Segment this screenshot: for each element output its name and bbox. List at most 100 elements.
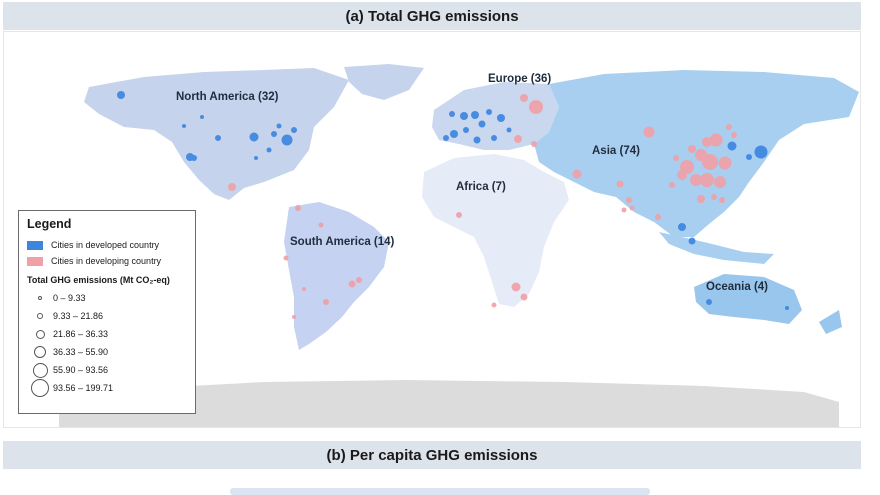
panel-a-title: (a) Total GHG emissions — [3, 2, 861, 30]
city-marker — [302, 287, 306, 291]
city-marker — [709, 133, 723, 147]
city-marker — [228, 183, 236, 191]
region-oceania — [694, 274, 842, 334]
city-marker — [471, 111, 479, 119]
city-marker — [726, 124, 732, 130]
city-marker — [491, 302, 497, 308]
region-label-asia: Asia (74) — [592, 145, 640, 157]
city-marker — [497, 114, 505, 122]
city-marker — [276, 123, 282, 129]
legend-category-developed: Cities in developed country — [27, 237, 187, 253]
city-marker — [700, 173, 714, 187]
legend-size-label: 21.86 – 36.33 — [53, 329, 109, 339]
city-marker — [295, 205, 301, 211]
legend-size-classes: 0 – 9.33 9.33 – 21.86 21.86 – 36.33 36.33 –… — [27, 289, 187, 397]
legend-size-title: Total GHG emissions (Mt CO₂-eq) — [27, 275, 170, 285]
city-marker — [491, 135, 497, 141]
city-marker — [690, 174, 702, 186]
city-marker — [271, 131, 277, 137]
city-marker — [731, 132, 737, 138]
city-marker — [719, 197, 725, 203]
legend: Legend Cities in developed country Citie… — [18, 210, 196, 414]
legend-size-row: 21.86 – 36.33 — [27, 325, 187, 343]
city-marker — [688, 145, 696, 153]
city-marker — [711, 194, 717, 200]
legend-size-row: 9.33 – 21.86 — [27, 307, 187, 325]
city-marker — [460, 112, 468, 120]
map-canvas: North America (32) Europe (36) Asia (74)… — [59, 64, 859, 427]
city-marker — [520, 293, 528, 301]
city-marker — [450, 130, 458, 138]
legend-size-label: 0 – 9.33 — [53, 293, 86, 303]
city-marker — [718, 156, 732, 170]
developing-city-markers — [228, 94, 737, 319]
city-marker — [669, 182, 675, 188]
legend-category-label: Cities in developed country — [51, 240, 160, 250]
legend-size-label: 9.33 – 21.86 — [53, 311, 104, 321]
legend-size-circle — [37, 313, 43, 319]
legend-category-developing: Cities in developing country — [27, 253, 187, 269]
city-marker — [688, 237, 696, 245]
legend-size-circle — [32, 362, 48, 378]
legend-size-label: 93.56 – 199.71 — [53, 383, 114, 393]
legend-swatch-developed — [27, 240, 43, 250]
legend-size-circle — [38, 296, 42, 300]
city-marker — [443, 135, 449, 141]
city-marker — [456, 212, 462, 218]
city-marker — [291, 127, 297, 133]
region-label-south-america: South America (14) — [290, 236, 395, 248]
city-marker — [463, 127, 469, 133]
city-marker — [348, 280, 356, 288]
city-marker — [486, 109, 492, 115]
city-marker — [283, 255, 289, 261]
legend-size-row: 55.90 – 93.56 — [27, 361, 187, 379]
city-marker — [200, 115, 204, 119]
city-marker — [249, 132, 259, 142]
city-marker — [673, 155, 679, 161]
city-marker — [714, 176, 726, 188]
legend-size-row: 0 – 9.33 — [27, 289, 187, 307]
city-marker — [702, 137, 712, 147]
legend-size-circle — [35, 329, 45, 339]
legend-size-circle — [31, 379, 49, 397]
city-marker — [621, 207, 627, 213]
city-marker — [281, 134, 293, 146]
legend-title: Legend — [27, 217, 72, 231]
city-marker — [643, 126, 655, 138]
region-south-america — [284, 202, 389, 350]
city-marker — [727, 141, 737, 151]
legend-size-row: 36.33 – 55.90 — [27, 343, 187, 361]
region-africa — [422, 154, 569, 307]
city-marker — [677, 170, 687, 180]
city-marker — [318, 222, 324, 228]
developed-city-markers — [117, 91, 789, 310]
city-marker — [572, 169, 582, 179]
city-marker — [655, 214, 661, 220]
legend-size-label: 36.33 – 55.90 — [53, 347, 109, 357]
city-marker — [706, 299, 712, 305]
city-marker — [117, 91, 125, 99]
city-marker — [182, 124, 186, 128]
city-marker — [473, 136, 481, 144]
city-marker — [702, 154, 718, 170]
city-marker — [356, 277, 362, 283]
city-marker — [616, 180, 624, 188]
legend-size-label: 55.90 – 93.56 — [53, 365, 109, 375]
city-marker — [754, 145, 768, 159]
region-label-north-america: North America (32) — [176, 91, 279, 103]
city-marker — [514, 135, 522, 143]
panel-b-title: (b) Per capita GHG emissions — [3, 441, 861, 469]
city-marker — [323, 299, 329, 305]
region-label-africa: Africa (7) — [456, 181, 506, 193]
legend-size-row: 93.56 – 199.71 — [27, 379, 187, 397]
region-antarctica — [59, 380, 839, 427]
region-label-europe: Europe (36) — [488, 73, 551, 85]
panel-b-map-edge — [230, 488, 650, 495]
city-marker — [449, 111, 455, 117]
city-marker — [785, 306, 789, 310]
city-marker — [511, 282, 521, 292]
city-marker — [191, 155, 197, 161]
region-label-oceania: Oceania (4) — [706, 281, 768, 293]
city-marker — [292, 315, 296, 319]
city-marker — [506, 127, 512, 133]
